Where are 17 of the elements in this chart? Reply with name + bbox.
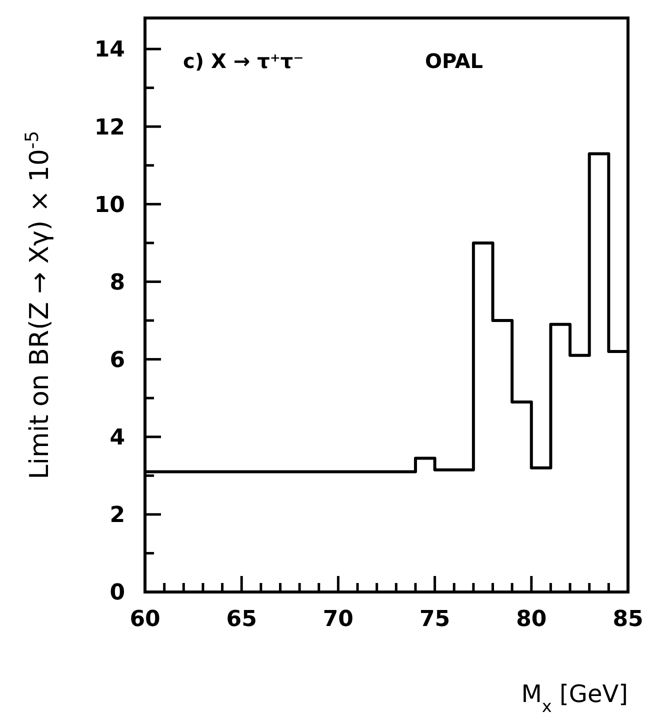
y-tick-label: 4 [110,426,125,451]
y-tick-label: 10 [94,192,125,218]
annotation: c) X → τ⁺τ⁻ [183,49,304,73]
annotation: OPAL [425,49,484,73]
x-axis-title: M$_{x}$ [GeV] [521,680,628,716]
y-tick-label: 12 [94,115,125,140]
y-tick-label: 14 [94,38,125,63]
x-tick-label: 80 [516,607,547,632]
x-tick-label: 75 [419,607,450,632]
y-tick-label: 8 [110,270,125,296]
y-tick-label: 6 [110,348,125,373]
y-tick-label: 0 [110,580,125,606]
x-tick-label: 70 [322,607,354,632]
y-tick-label: 2 [110,503,125,528]
x-tick-label: 60 [130,607,160,632]
x-tick-label: 65 [226,607,257,632]
x-tick-label: 85 [612,607,644,632]
